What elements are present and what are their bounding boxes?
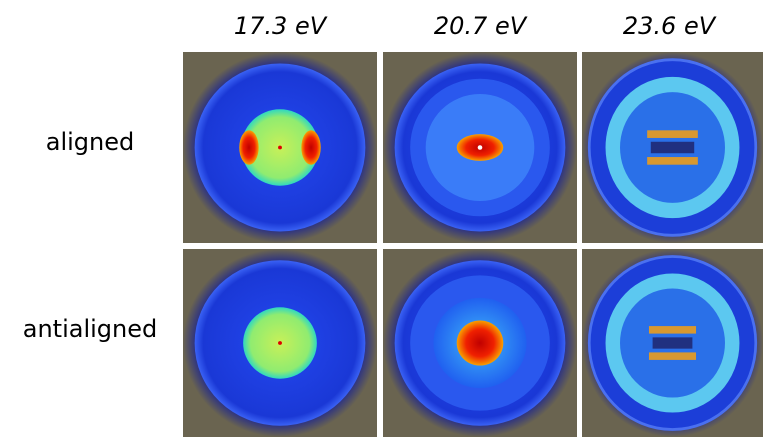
image-panel <box>383 52 577 243</box>
row-label: antialigned <box>0 315 180 343</box>
image-panel <box>183 52 377 243</box>
column-title: 23.6 eV <box>572 12 765 40</box>
image-panel <box>582 52 763 243</box>
image-panel <box>183 249 377 437</box>
row-label: aligned <box>0 128 180 156</box>
column-title: 20.7 eV <box>383 12 577 40</box>
column-title: 17.3 eV <box>183 12 377 40</box>
figure: 17.3 eV 20.7 eV 23.6 eV aligned antialig… <box>0 0 765 437</box>
image-panel <box>383 249 577 437</box>
image-panel <box>582 249 763 437</box>
